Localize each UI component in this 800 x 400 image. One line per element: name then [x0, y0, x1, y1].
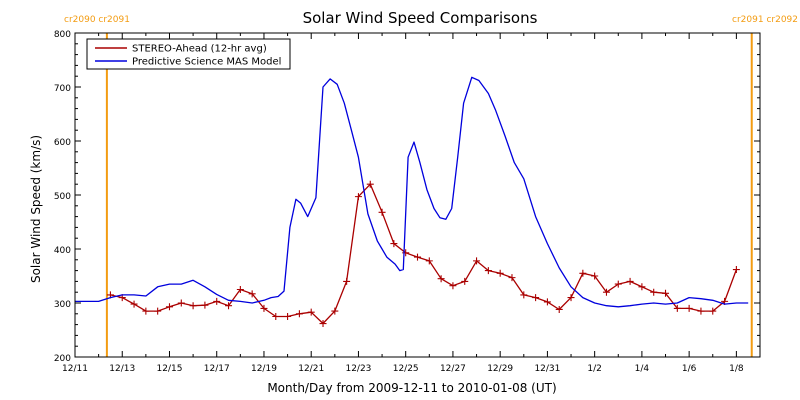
- data-point-marker: [626, 277, 634, 285]
- x-tick-label: 12/13: [109, 364, 135, 374]
- data-point-marker: [543, 298, 551, 306]
- data-point-marker: [343, 277, 351, 285]
- y-tick-label: 700: [54, 84, 71, 94]
- data-point-marker: [142, 307, 150, 315]
- data-point-marker: [154, 307, 162, 315]
- data-point-marker: [567, 294, 575, 302]
- legend-box: [86, 38, 291, 70]
- data-point-marker: [484, 267, 492, 275]
- data-point-marker: [354, 193, 362, 201]
- data-point-marker: [520, 291, 528, 299]
- x-tick-label: 1/8: [729, 364, 744, 374]
- x-tick-label: 1/4: [635, 364, 650, 374]
- data-point-marker: [366, 180, 374, 188]
- data-point-marker: [390, 240, 398, 248]
- data-point-marker: [662, 289, 670, 297]
- x-tick-label: 12/19: [251, 364, 277, 374]
- data-point-marker: [602, 288, 610, 296]
- legend-entry: STEREO-Ahead (12-hr avg): [132, 44, 267, 55]
- data-point-marker: [165, 303, 173, 311]
- data-point-marker: [508, 274, 516, 282]
- data-point-marker: [437, 275, 445, 283]
- data-point-marker: [614, 280, 622, 288]
- data-point-marker: [213, 297, 221, 305]
- data-point-marker: [201, 301, 209, 309]
- y-tick-label: 800: [54, 30, 71, 40]
- plot-frame: [74, 32, 761, 358]
- data-point-marker: [496, 269, 504, 277]
- data-point-marker: [177, 299, 185, 307]
- data-point-marker: [378, 208, 386, 216]
- rotation-markers: cr2090 cr2091 cr2091 cr2092: [64, 15, 798, 357]
- series-line: [75, 76, 749, 308]
- data-point-marker: [685, 304, 693, 312]
- y-tick-label: 600: [54, 138, 71, 148]
- x-tick-label: 1/2: [587, 364, 601, 374]
- legend: STEREO-Ahead (12-hr avg) Predictive Scien…: [86, 38, 291, 70]
- x-tick-label: 12/11: [62, 364, 88, 374]
- data-point-marker: [260, 304, 268, 312]
- x-tick-label: 12/21: [298, 364, 324, 374]
- data-point-marker: [402, 249, 410, 257]
- data-point-marker: [650, 288, 658, 296]
- data-point-marker: [473, 257, 481, 265]
- data-point-marker: [697, 307, 705, 315]
- y-tick-label: 300: [54, 300, 71, 310]
- y-tick-label: 500: [54, 192, 71, 202]
- data-point-marker: [732, 266, 740, 274]
- y-axis-label: Solar Wind Speed (km/s): [29, 135, 43, 283]
- data-point-marker: [319, 320, 327, 328]
- data-point-marker: [555, 305, 563, 313]
- x-axis-label: Month/Day from 2009-12-11 to 2010-01-08 …: [267, 381, 556, 395]
- rotation-marker-label: cr2090 cr2091: [64, 15, 130, 25]
- data-point-marker: [272, 313, 280, 320]
- chart-title: Solar Wind Speed Comparisons: [303, 9, 538, 27]
- data-point-marker: [579, 269, 587, 277]
- data-point-marker: [449, 282, 457, 290]
- data-point-marker: [284, 313, 292, 320]
- data-point-marker: [295, 310, 303, 318]
- data-point-marker: [532, 294, 540, 302]
- x-tick-label: 12/29: [487, 364, 513, 374]
- data-point-marker: [130, 300, 138, 308]
- data-point-marker: [673, 304, 681, 312]
- x-tick-label: 12/17: [204, 364, 230, 374]
- series-layer: [75, 76, 749, 328]
- y-tick-label: 400: [54, 246, 71, 256]
- data-point-marker: [248, 290, 256, 298]
- y-tick-label: 200: [54, 354, 71, 364]
- data-point-marker: [591, 272, 599, 280]
- legend-entry: Predictive Science MAS Model: [132, 57, 281, 68]
- data-point-marker: [425, 257, 433, 265]
- data-point-marker: [331, 307, 339, 315]
- data-point-marker: [225, 302, 233, 310]
- data-point-marker: [709, 307, 717, 315]
- data-point-marker: [461, 277, 469, 285]
- x-tick-label: 12/15: [157, 364, 183, 374]
- data-point-marker: [189, 302, 197, 310]
- rotation-marker-label: cr2091 cr2092: [732, 15, 798, 25]
- x-tick-label: 12/23: [345, 364, 371, 374]
- data-point-marker: [414, 253, 421, 261]
- x-tick-label: 12/25: [393, 364, 419, 374]
- axes: 200 300 400 500 600 700 800 12/11 12/13 12/15 12/1…: [54, 30, 761, 374]
- x-tick-label: 12/31: [534, 364, 560, 374]
- data-point-marker: [236, 286, 244, 293]
- x-tick-label: 12/27: [440, 364, 466, 374]
- data-point-marker: [307, 308, 315, 316]
- x-tick-label: 1/6: [682, 364, 697, 374]
- data-point-marker: [638, 283, 646, 291]
- series-line: [110, 183, 738, 325]
